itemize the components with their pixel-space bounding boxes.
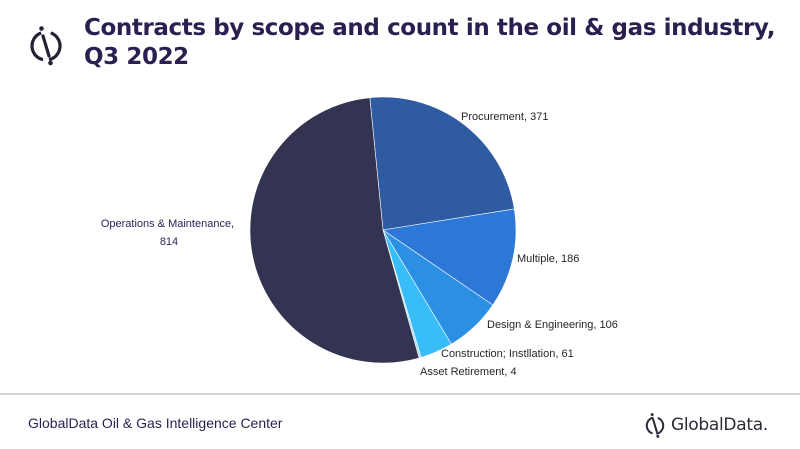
footer-source: GlobalData Oil & Gas Intelligence Center xyxy=(28,415,283,431)
chart-title: Contracts by scope and count in the oil … xyxy=(84,15,776,70)
globaldata-brand-icon xyxy=(645,413,665,438)
slice-multiple xyxy=(382,208,517,306)
footer-divider xyxy=(0,393,800,395)
slice-procurement xyxy=(369,96,515,231)
footer-brand-logo: GlobalData. xyxy=(643,411,768,439)
label-multiple: Multiple, 186 xyxy=(517,253,579,265)
label-procurement: Procurement, 371 xyxy=(461,111,548,123)
footer-brand-text: GlobalData. xyxy=(671,415,768,435)
label-operations-maintenance: Operations & Maintenance, 814 xyxy=(101,218,237,248)
slice-operations-maintenance xyxy=(249,97,420,364)
label-design-engineering: Design & Engineering, 106 xyxy=(487,319,618,331)
globaldata-logo-icon xyxy=(30,26,62,66)
pie-chart: Procurement, 371 Multiple, 186 Design & … xyxy=(101,96,618,378)
pie-slices xyxy=(249,96,517,364)
label-asset-retirement: Asset Retirement, 4 xyxy=(420,366,517,378)
label-construction-installation: Construction; Instllation, 61 xyxy=(441,348,574,360)
